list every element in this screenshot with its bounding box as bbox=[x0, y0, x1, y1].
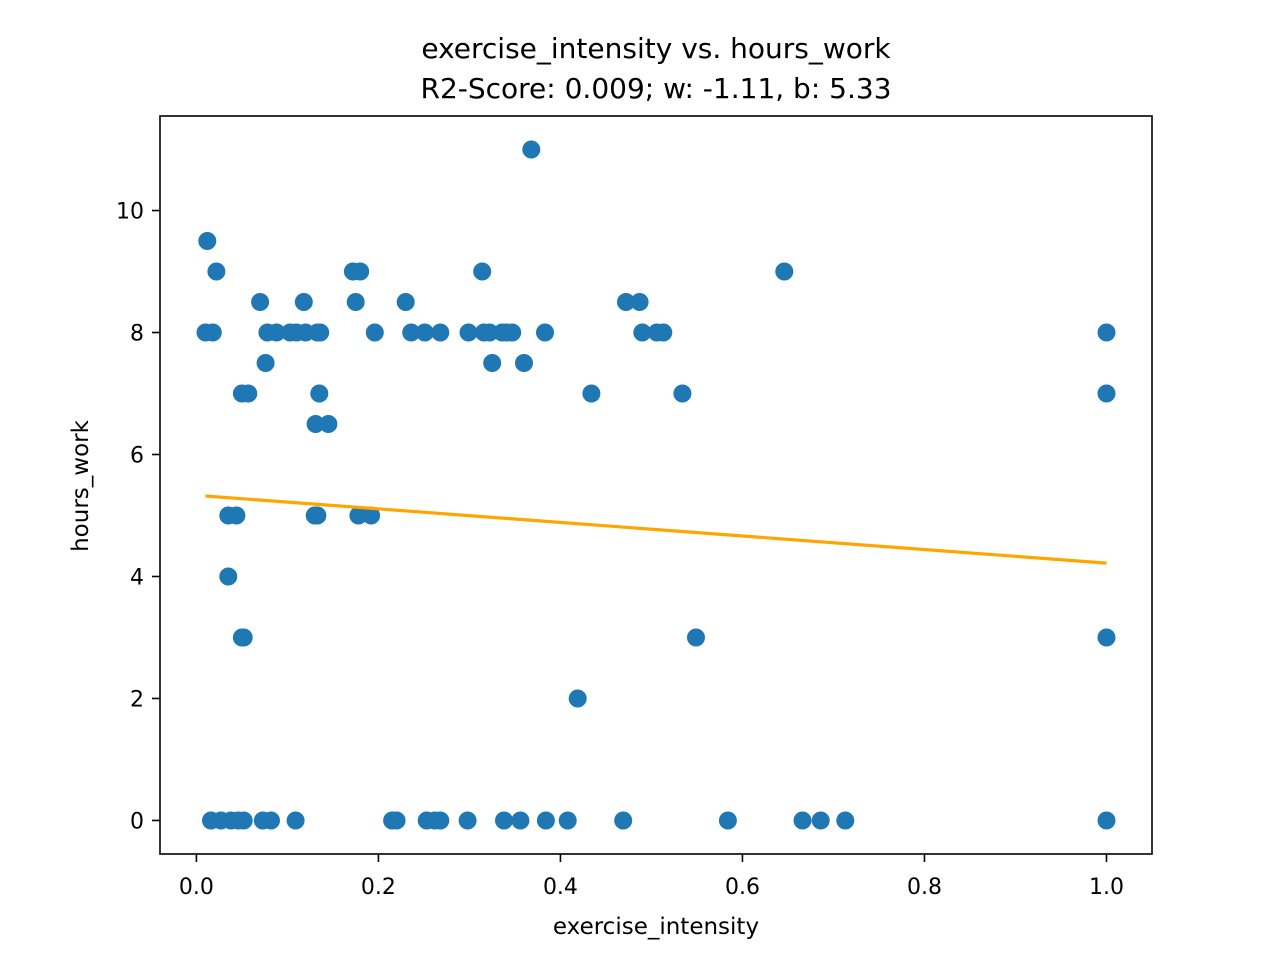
scatter-point-64 bbox=[286, 811, 305, 830]
scatter-point-78 bbox=[811, 811, 830, 830]
x-tick-label-2: 0.4 bbox=[543, 875, 578, 900]
scatter-point-72 bbox=[511, 811, 530, 830]
x-tick-label-5: 1.0 bbox=[1089, 875, 1124, 900]
scatter-point-18 bbox=[319, 415, 338, 433]
y-axis-label: hours_work bbox=[68, 419, 94, 552]
chart-subtitle: R2-Score: 0.009; w: -1.11, b: 5.33 bbox=[420, 72, 891, 105]
scatter-point-21 bbox=[346, 293, 365, 311]
scatter-point-37 bbox=[473, 262, 492, 281]
scatter-point-3 bbox=[203, 323, 222, 342]
scatter-point-22 bbox=[365, 323, 384, 342]
scatter-point-48 bbox=[630, 293, 649, 311]
scatter-point-80 bbox=[1097, 323, 1116, 342]
scatter-point-83 bbox=[1097, 811, 1116, 830]
y-tick-label-3: 6 bbox=[130, 444, 144, 469]
scatter-point-35 bbox=[234, 628, 253, 647]
scatter-point-74 bbox=[558, 811, 577, 830]
x-axis-ticks: 0.0 0.2 0.4 0.6 0.8 1.0 bbox=[179, 854, 1124, 900]
scatter-point-12 bbox=[311, 323, 330, 342]
x-tick-label-4: 0.8 bbox=[907, 875, 942, 900]
scatter-point-13 bbox=[256, 354, 275, 372]
scatter-point-75 bbox=[614, 811, 633, 830]
scatter-point-16 bbox=[310, 384, 329, 403]
scatter-point-44 bbox=[536, 323, 554, 342]
scatter-point-79 bbox=[836, 811, 855, 830]
scatter-point-47 bbox=[617, 293, 635, 311]
scatter-point-38 bbox=[459, 323, 478, 342]
points-layer bbox=[196, 140, 1116, 830]
scatter-point-43 bbox=[503, 323, 522, 342]
scatter-point-20 bbox=[351, 262, 370, 281]
scatter-point-52 bbox=[582, 384, 601, 403]
scatter-point-76 bbox=[718, 811, 737, 830]
scatter-point-17 bbox=[306, 415, 325, 433]
x-tick-label-1: 0.2 bbox=[361, 875, 396, 900]
chart-title: exercise_intensity vs. hours_work bbox=[421, 32, 891, 65]
scatter-point-73 bbox=[536, 811, 555, 830]
x-tick-label-3: 0.6 bbox=[725, 875, 760, 900]
scatter-point-24 bbox=[402, 323, 421, 342]
scatter-point-56 bbox=[568, 689, 587, 708]
scatter-point-51 bbox=[654, 323, 673, 342]
y-axis-ticks: 0 2 4 6 8 10 bbox=[116, 200, 160, 834]
scatter-point-71 bbox=[495, 811, 513, 830]
scatter-point-5 bbox=[294, 293, 313, 311]
scatter-point-26 bbox=[431, 323, 450, 342]
scatter-point-49 bbox=[633, 323, 652, 342]
y-tick-label-4: 8 bbox=[130, 322, 144, 347]
scatter-point-45 bbox=[483, 354, 502, 372]
scatter-point-31 bbox=[349, 506, 368, 525]
scatter-point-25 bbox=[415, 323, 434, 342]
scatter-point-15 bbox=[239, 384, 258, 403]
scatter-point-54 bbox=[775, 262, 794, 281]
regression-line bbox=[205, 494, 1107, 565]
scatter-point-40 bbox=[480, 323, 499, 342]
scatter-point-66 bbox=[387, 811, 406, 830]
scatter-point-69 bbox=[431, 811, 450, 830]
x-axis-label: exercise_intensity bbox=[553, 914, 759, 940]
scatter-point-77 bbox=[793, 811, 812, 830]
scatter-point-30 bbox=[308, 506, 327, 525]
scatter-point-28 bbox=[227, 506, 246, 525]
scatter-point-63 bbox=[262, 811, 280, 830]
scatter-point-46 bbox=[515, 354, 533, 372]
y-tick-label-5: 10 bbox=[116, 200, 144, 225]
scatter-point-7 bbox=[267, 323, 286, 342]
scatter-point-82 bbox=[1097, 628, 1116, 647]
scatter-point-0 bbox=[198, 232, 217, 250]
scatter-point-61 bbox=[234, 811, 253, 830]
y-tick-label-2: 4 bbox=[130, 565, 144, 590]
scatter-point-55 bbox=[687, 628, 705, 647]
fit-line-layer bbox=[205, 494, 1107, 565]
scatter-point-33 bbox=[219, 567, 238, 586]
scatter-point-32 bbox=[362, 506, 381, 525]
plot-frame bbox=[159, 115, 1153, 855]
scatter-point-4 bbox=[251, 293, 270, 311]
scatter-point-36 bbox=[522, 140, 541, 159]
scatter-point-53 bbox=[673, 384, 692, 403]
x-tick-label-0: 0.0 bbox=[179, 875, 214, 900]
scatter-point-1 bbox=[207, 262, 226, 281]
scatter-point-23 bbox=[396, 293, 415, 311]
scatter-point-70 bbox=[458, 811, 477, 830]
y-tick-label-0: 0 bbox=[130, 809, 144, 834]
scatter-point-81 bbox=[1097, 384, 1116, 403]
y-tick-label-1: 2 bbox=[130, 687, 144, 712]
